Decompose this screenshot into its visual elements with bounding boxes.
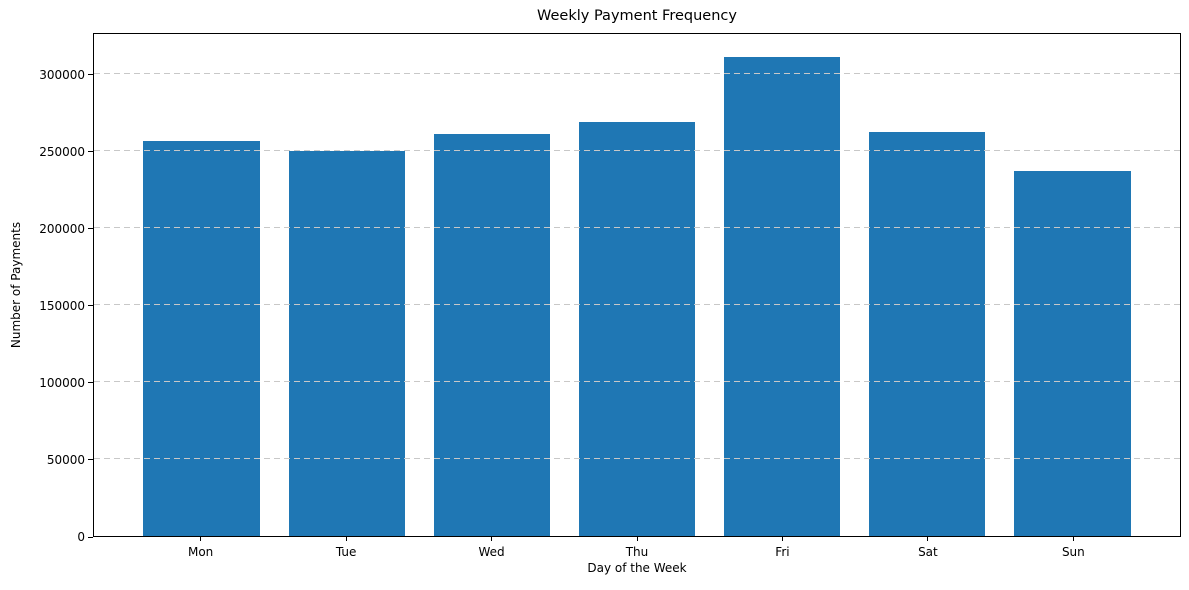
- x-tick-label: Sun: [1061, 545, 1085, 559]
- plot-area: [93, 33, 1181, 537]
- y-tick-mark: [88, 382, 93, 384]
- y-gridline: [94, 458, 1180, 460]
- y-tick-mark: [88, 305, 93, 307]
- x-tick-label: Tue: [335, 545, 357, 559]
- bar-sat: [869, 132, 986, 536]
- bar-mon: [143, 140, 260, 536]
- y-tick-label: 50000: [46, 452, 85, 467]
- y-tick-label: 150000: [39, 298, 85, 313]
- chart-title: Weekly Payment Frequency: [537, 8, 737, 24]
- x-tick-mark: [200, 537, 202, 541]
- x-tick-label: Sat: [918, 545, 938, 559]
- bar-fri: [724, 57, 841, 536]
- y-tick-mark: [88, 74, 93, 76]
- x-tick-mark: [345, 537, 347, 541]
- x-tick-label: Thu: [625, 545, 649, 559]
- y-tick-mark: [88, 536, 93, 538]
- x-tick-mark: [491, 537, 493, 541]
- x-tick-mark: [1072, 537, 1074, 541]
- y-tick-label: 200000: [39, 221, 85, 236]
- x-tick-label: Fri: [775, 545, 790, 559]
- x-tick-label: Wed: [478, 545, 505, 559]
- y-tick-label: 300000: [39, 67, 85, 82]
- y-tick-mark: [88, 459, 93, 461]
- y-tick-mark: [88, 228, 93, 230]
- bar-sun: [1014, 170, 1131, 536]
- y-gridline: [94, 73, 1180, 75]
- y-gridline: [94, 227, 1180, 229]
- y-tick-mark: [88, 151, 93, 153]
- y-axis-label: Number of Payments: [9, 221, 23, 349]
- x-tick-mark: [636, 537, 638, 541]
- x-tick-mark: [781, 537, 783, 541]
- y-gridline: [94, 381, 1180, 383]
- y-tick-label: 0: [77, 530, 85, 544]
- y-tick-label: 100000: [39, 375, 85, 390]
- y-gridline: [94, 150, 1180, 152]
- bar-thu: [578, 122, 696, 536]
- x-tick-label: Mon: [187, 545, 214, 559]
- x-axis-label: Day of the Week: [587, 561, 687, 575]
- y-tick-label: 250000: [39, 144, 85, 159]
- bar-wed: [433, 133, 550, 536]
- bar-tue: [288, 151, 405, 536]
- x-tick-mark: [927, 537, 929, 541]
- y-gridline: [94, 304, 1180, 306]
